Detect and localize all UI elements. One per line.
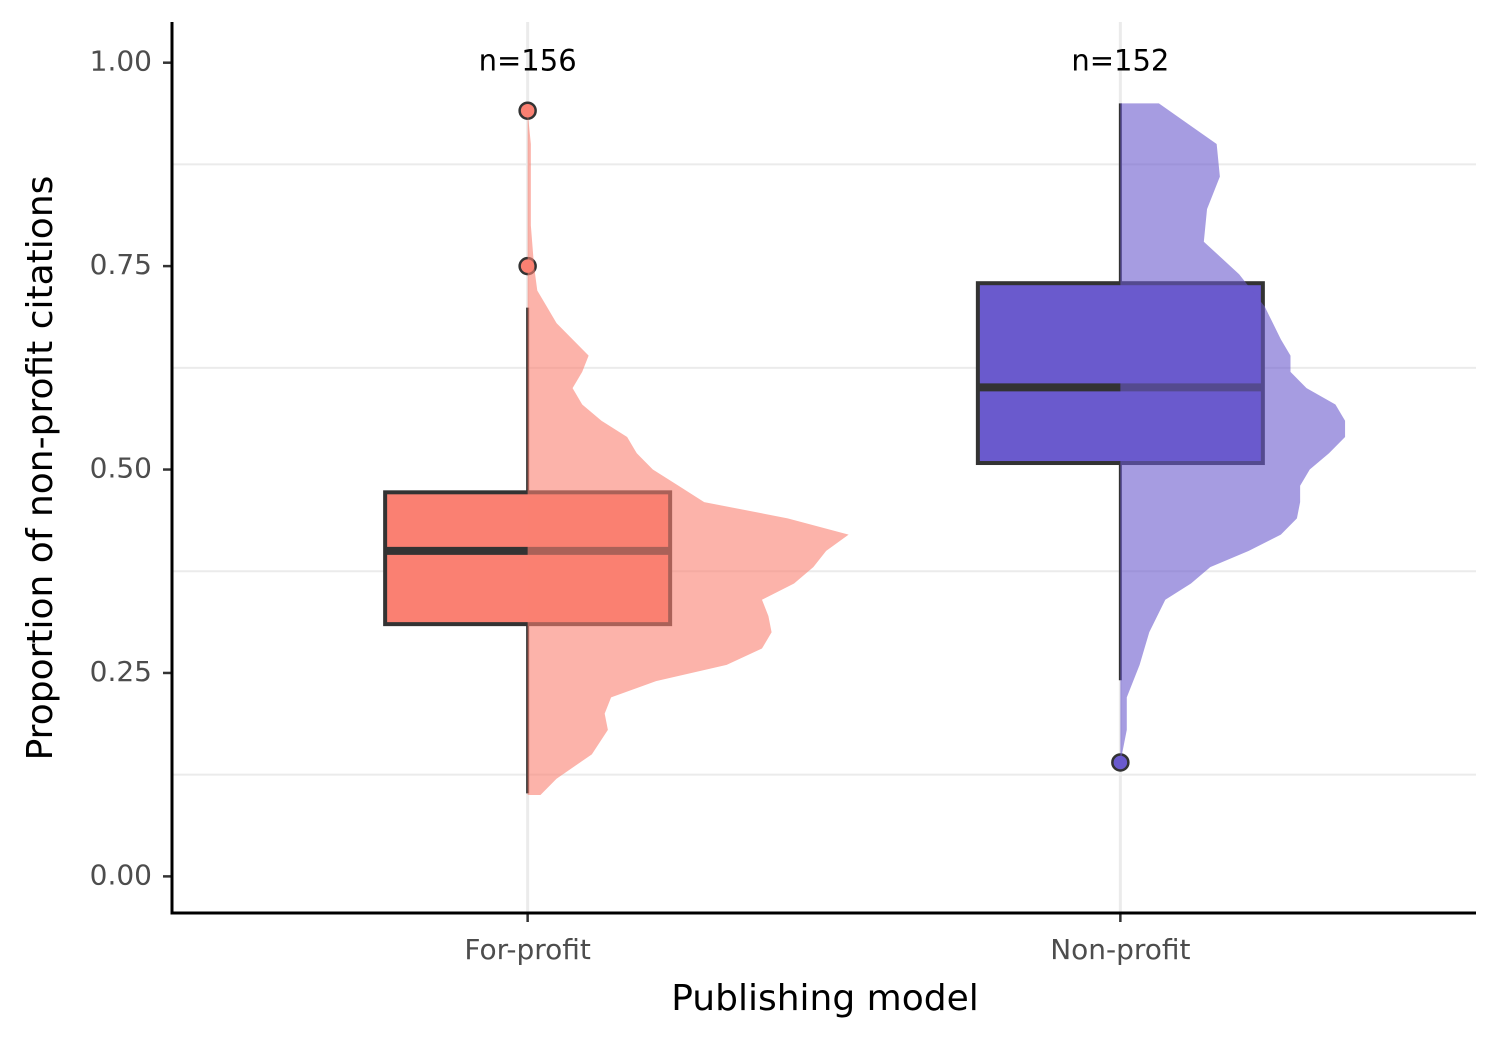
y-tick-label: 0.00 [90, 858, 152, 891]
violin [1120, 103, 1346, 763]
y-tick-label: 0.25 [90, 655, 152, 688]
x-tick-label: Non-profit [1050, 933, 1190, 966]
y-tick-label: 0.75 [90, 248, 152, 281]
x-tick-label: For-profit [464, 933, 591, 966]
y-tick-label: 1.00 [90, 45, 152, 78]
violin [527, 111, 849, 796]
y-axis-title: Proportion of non-profit citations [20, 176, 61, 761]
y-tick-label: 0.50 [90, 452, 152, 485]
count-label: n=152 [1071, 44, 1169, 78]
count-label: n=156 [479, 44, 577, 78]
x-axis-title: Publishing model [671, 978, 979, 1019]
